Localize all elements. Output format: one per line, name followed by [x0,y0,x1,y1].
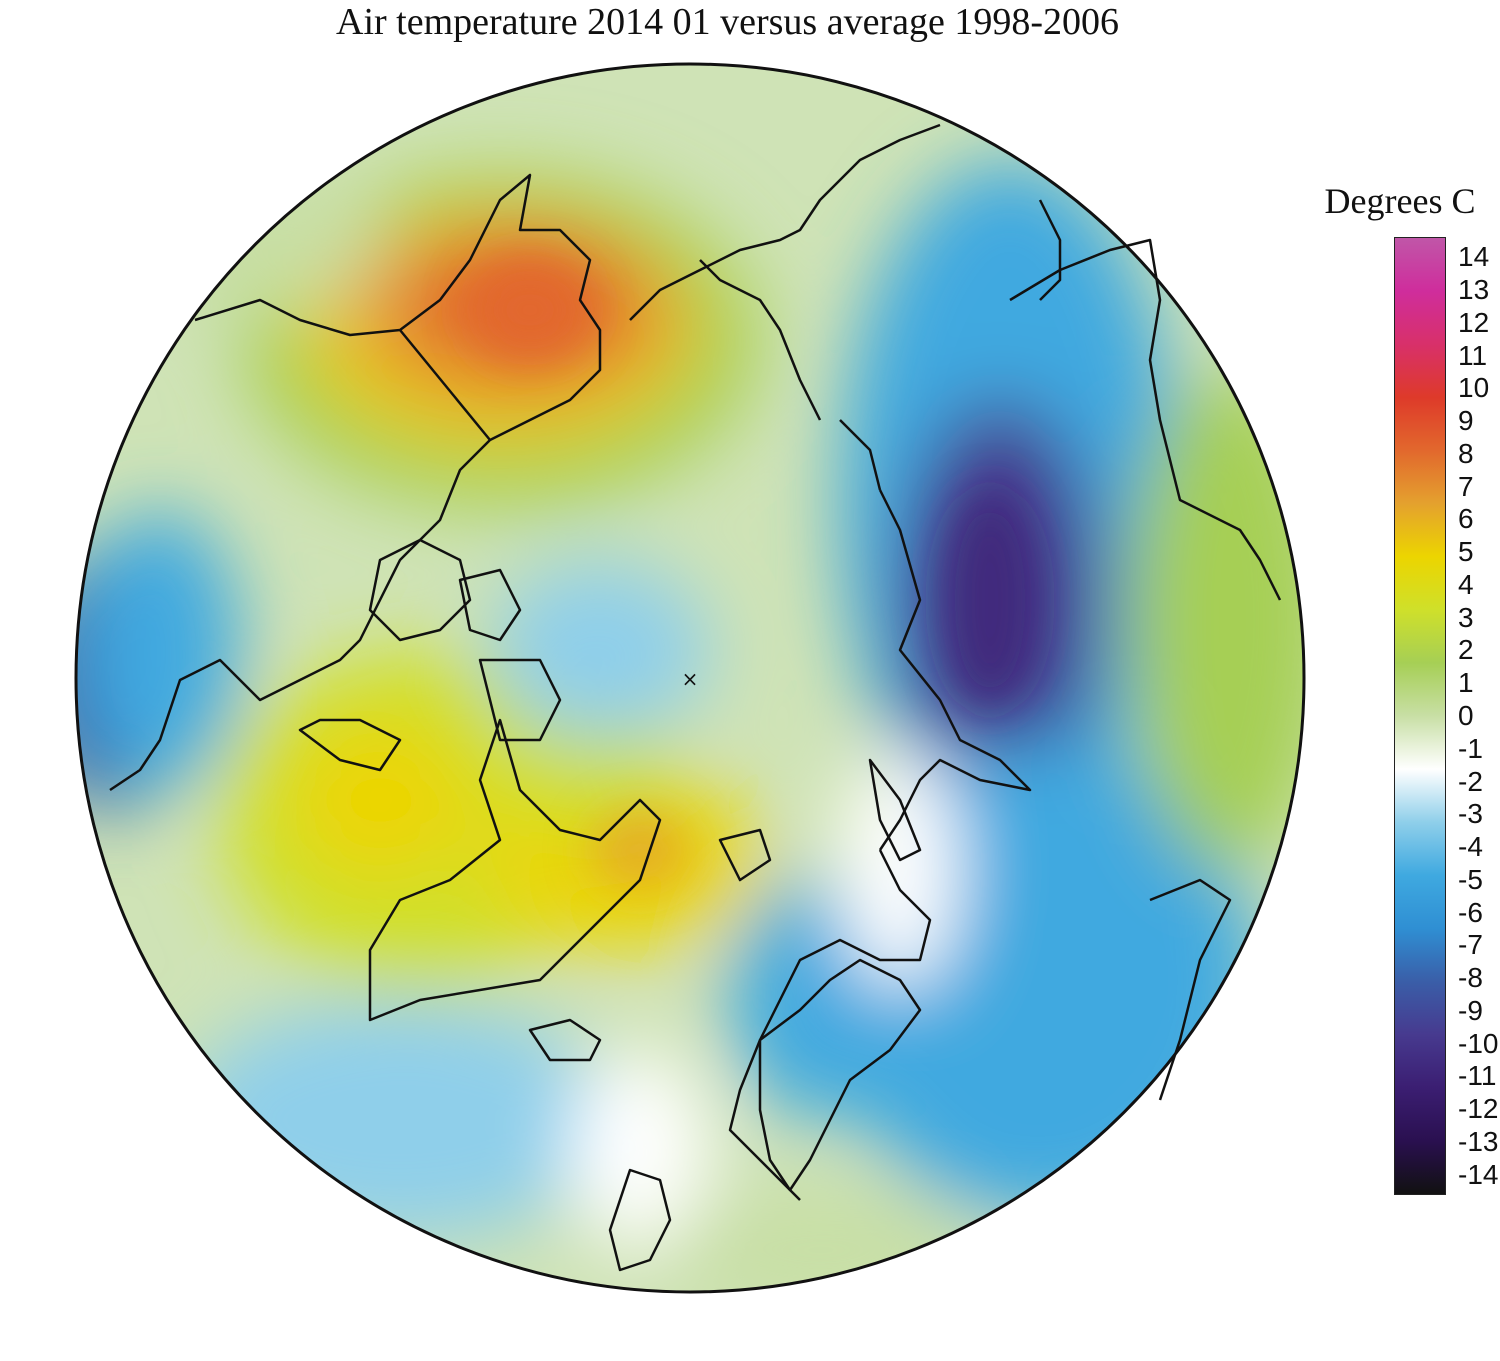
colorbar-tick-label: 0 [1458,700,1474,731]
colorbar-tick-label: 1 [1458,667,1474,699]
coastline-scandinavia [758,958,922,1192]
colorbar-tick-label: 6 [1458,503,1474,535]
coastline-alaska [194,173,602,541]
colorbar-tick-label: 13 [1458,274,1490,306]
north-pole-marker: × [682,667,699,691]
colorbar-tick-label: -11 [1458,1060,1497,1092]
colorbar-tick-label: -7 [1458,929,1483,961]
colorbar-tick-label: 14 [1458,241,1490,273]
border-alaska-canada [399,329,491,441]
coastline-svalbard [718,828,772,882]
coastline-europe [1149,878,1232,1101]
cold-anomaly-central-arctic [490,560,710,740]
colorbar-tick-label: -5 [1458,863,1483,895]
coastline-iceland [528,1018,602,1062]
coastline-siberia-east [699,259,882,491]
colorbar-tick-label: 2 [1458,634,1474,666]
colorbar-tick-label: -3 [1458,798,1483,830]
coastline-russia-north [728,849,932,1201]
colorbar-tick-label: -13 [1458,1125,1499,1157]
coastline-chukotka [629,123,941,321]
colorbar-tick-label: 11 [1458,339,1488,371]
cold-anomaly-atlantic [180,1000,620,1240]
coastline-novaya-zemlya [868,758,922,862]
colorbar-tick-label: -4 [1458,831,1483,863]
colorbar-tick-label: -6 [1458,896,1483,928]
coastline-arctic-islands [368,538,562,742]
colorbar-tick-label: 12 [1458,306,1490,338]
coastline-uk-ireland [608,1168,672,1272]
colorbar-tick-label: 7 [1458,470,1474,502]
colorbar [1394,237,1446,1195]
coastline-hudson-bay [298,718,402,772]
coastline-canada-north [109,539,421,792]
coastlines [109,123,1282,1272]
chart-title: Air temperature 2014 01 versus average 1… [336,1,1119,43]
coastline-siberia [878,489,1032,851]
colorbar-tick-label: -8 [1458,962,1483,994]
legend-title: Degrees C [1324,181,1476,221]
map-boundary-circle [74,62,1306,1294]
coastline-kamchatka [1038,199,1062,301]
coastline-east-asia [1009,238,1282,601]
colorbar-tick-label: -10 [1458,1027,1499,1059]
colorbar-tick-label: 5 [1458,536,1474,568]
colorbar-tick-label: -1 [1458,732,1483,764]
colorbar-tick-label: 9 [1458,405,1474,437]
colorbar-tick-label: 8 [1458,437,1474,469]
coastline-greenland [368,718,662,1022]
colorbar-tick-label: -9 [1458,994,1483,1026]
colorbar-tick-label: -12 [1458,1093,1499,1125]
colorbar-tick-label: 4 [1458,568,1474,600]
temperature-anomaly-field [76,64,1304,1292]
colorbar-tick-label: 3 [1458,601,1474,633]
colorbar-tick-label: -14 [1458,1158,1499,1190]
colorbar-tick-label: -2 [1458,765,1483,797]
colorbar-tick-label: 10 [1458,372,1490,404]
